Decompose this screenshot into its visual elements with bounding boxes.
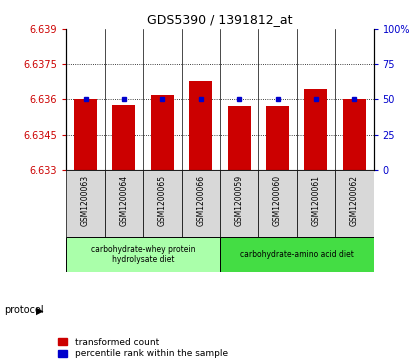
Text: GSM1200060: GSM1200060: [273, 175, 282, 227]
Bar: [143, 170, 181, 237]
Bar: [297, 170, 335, 237]
Bar: [305, 89, 327, 170]
Bar: [189, 81, 212, 170]
Bar: [181, 170, 220, 237]
Bar: [66, 170, 105, 237]
Text: protocol: protocol: [4, 305, 44, 315]
Bar: [258, 170, 297, 237]
Bar: [343, 99, 366, 170]
Bar: [66, 237, 220, 272]
Title: GDS5390 / 1391812_at: GDS5390 / 1391812_at: [147, 13, 293, 26]
Text: GSM1200065: GSM1200065: [158, 175, 167, 227]
Text: GSM1200062: GSM1200062: [350, 175, 359, 226]
Bar: [151, 95, 174, 170]
Bar: [335, 170, 374, 237]
Text: GSM1200066: GSM1200066: [196, 175, 205, 227]
Text: GSM1200061: GSM1200061: [311, 175, 320, 226]
Bar: [266, 106, 289, 170]
Text: carbohydrate-amino acid diet: carbohydrate-amino acid diet: [240, 250, 354, 259]
Bar: [220, 237, 374, 272]
Text: GSM1200064: GSM1200064: [120, 175, 129, 227]
Bar: [227, 106, 251, 170]
Text: GSM1200059: GSM1200059: [234, 175, 244, 227]
Text: GSM1200063: GSM1200063: [81, 175, 90, 227]
Bar: [220, 170, 258, 237]
Legend: transformed count, percentile rank within the sample: transformed count, percentile rank withi…: [59, 338, 228, 359]
Text: carbohydrate-whey protein
hydrolysate diet: carbohydrate-whey protein hydrolysate di…: [91, 245, 195, 264]
Bar: [112, 105, 135, 170]
Bar: [74, 99, 97, 170]
Text: ▶: ▶: [36, 305, 43, 315]
Bar: [105, 170, 143, 237]
